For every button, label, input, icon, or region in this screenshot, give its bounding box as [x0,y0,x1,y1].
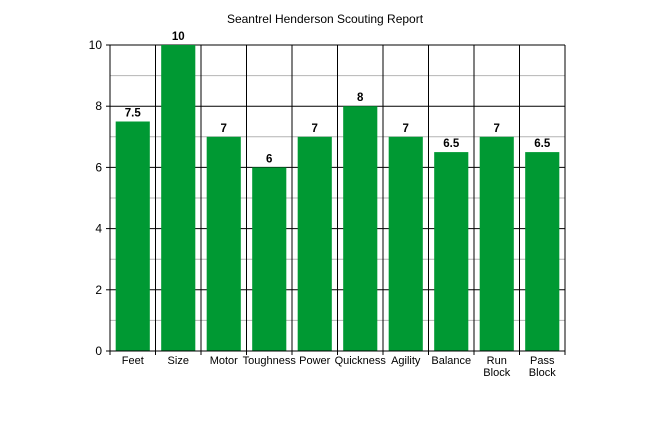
x-tick-label: Toughness [243,355,297,367]
data-label: 10 [172,31,185,43]
x-tick-label: Balance [431,355,471,367]
chart-title: Seantrel Henderson Scouting Report [227,12,424,26]
x-axis-ticks: Feet Size Motor Toughness Power Quickness Agil… [122,355,556,379]
data-label: 7 [494,123,500,135]
x-tick-label: Agility [391,355,421,367]
data-label: 8 [357,92,364,104]
x-tick-label: Power [299,355,331,367]
bar-pass-block [525,152,560,351]
data-label: 6 [266,153,272,165]
y-tick-label: 8 [95,99,102,113]
y-tick-label: 2 [95,283,102,297]
data-label: 7 [221,123,227,135]
bar-quickness [343,106,378,351]
data-labels: 7.5 10 7 6 7 8 7 6.5 7 6.5 [125,31,551,165]
y-tick-label: 6 [95,160,102,174]
bar-toughness [252,167,287,351]
bar-power [297,136,332,351]
bar-balance [434,152,469,351]
bar-feet [115,121,150,351]
bar-run-block [479,136,514,351]
chart-axes [106,45,566,355]
data-label: 7.5 [125,108,142,120]
x-tick-label: Quickness [335,355,387,367]
data-label: 6.5 [443,138,460,150]
y-tick-label: 10 [89,38,103,52]
data-label: 7 [312,123,318,135]
x-tick-label: Pass Block [529,355,556,379]
data-label: 6.5 [534,138,551,150]
x-tick-label: Run Block [483,355,510,379]
bar-motor [206,136,241,351]
x-tick-label: Feet [122,355,144,367]
bar-series [115,45,560,351]
x-tick-label: Motor [210,355,238,367]
y-tick-label: 4 [95,222,102,236]
y-tick-label: 0 [95,344,102,358]
bar-agility [388,136,423,351]
y-axis-ticks: 0 2 4 6 8 10 [89,38,110,358]
data-label: 7 [403,123,409,135]
x-tick-label: Size [168,355,189,367]
bar-size [161,45,196,351]
